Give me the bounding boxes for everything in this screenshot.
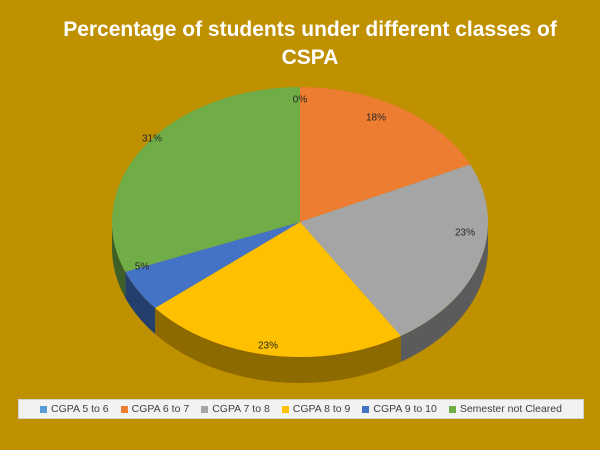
data-label-cgpa-6-to-7: 18% (366, 113, 386, 124)
pie-depth-cgpa-8-to-9 (155, 308, 401, 383)
legend-swatch (201, 405, 209, 413)
legend-item-cgpa-7-to-8: CGPA 7 to 8 (201, 403, 270, 415)
pie-depth-cgpa-7-to-8 (400, 222, 488, 362)
legend-label: CGPA 9 to 10 (373, 403, 437, 415)
legend-label: CGPA 7 to 8 (212, 403, 270, 415)
legend: CGPA 5 to 6 CGPA 6 to 7 CGPA 7 to 8 CGPA 8 … (18, 399, 584, 419)
legend-label: CGPA 8 to 9 (292, 403, 351, 415)
legend-label: Semester not Cleared (459, 403, 562, 415)
pie-depth-semester-not-cleared (112, 222, 126, 298)
legend-item-semester-not-cleared: Semester not Cleared (448, 403, 562, 415)
data-label-semester-not-cleared: 31% (142, 134, 162, 145)
pie-depth-cgpa-9-to-10 (125, 271, 156, 335)
pie-depth (112, 222, 488, 383)
chart-title: Percentage of students under different c… (60, 16, 560, 72)
legend-label: CGPA 6 to 7 (131, 403, 190, 415)
legend-item-cgpa-9-to-10: CGPA 9 to 10 (362, 403, 437, 415)
data-label-cgpa-5-to-6: 0% (293, 95, 308, 106)
data-label-cgpa-8-to-9: 23% (258, 341, 278, 352)
legend-item-cgpa-8-to-9: CGPA 8 to 9 (281, 403, 351, 415)
legend-label: CGPA 5 to 6 (51, 403, 109, 415)
legend-swatch (120, 405, 128, 413)
legend-swatch (362, 405, 370, 413)
chart-title-line-1: Percentage of students under different c… (63, 18, 557, 41)
pie-slice-cgpa-9-to-10 (125, 222, 300, 309)
pie-slice-cgpa-7-to-8 (300, 164, 489, 336)
pie-slice-cgpa-6-to-7 (300, 87, 471, 222)
legend-swatch (448, 405, 456, 413)
legend-swatch (281, 405, 289, 413)
pie-slice-semester-not-cleared (111, 87, 300, 272)
data-label-cgpa-7-to-8: 23% (455, 228, 475, 239)
pie-slices (111, 87, 489, 357)
legend-item-cgpa-6-to-7: CGPA 6 to 7 (120, 403, 190, 415)
chart-title-line-2: CSPA (281, 46, 339, 69)
legend-swatch (40, 405, 48, 413)
data-label-cgpa-9-to-10: 5% (135, 262, 150, 273)
pie-slice-cgpa-8-to-9 (155, 222, 401, 357)
legend-item-cgpa-5-to-6: CGPA 5 to 6 (40, 403, 109, 415)
pie-data-labels: 0% 18% 23% 23% 5% 31% (135, 95, 475, 352)
